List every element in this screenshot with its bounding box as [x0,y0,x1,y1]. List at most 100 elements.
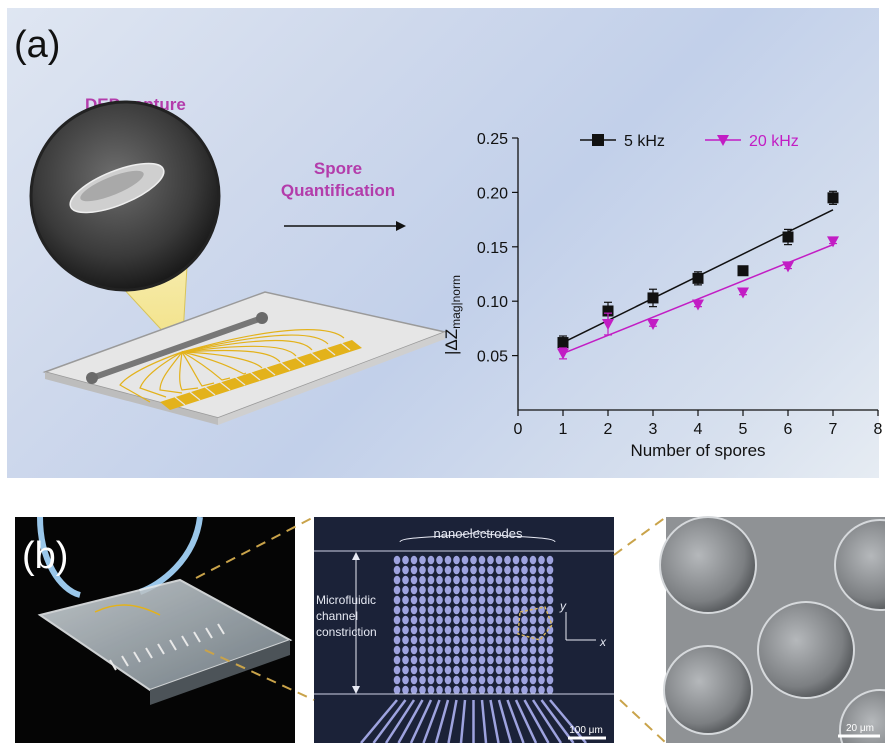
nanoelectrode-lead [506,699,525,743]
nanoelectrode-dot [512,665,520,675]
nanoelectrode-dot [419,555,426,565]
nanoelectrode-lead [397,699,424,743]
nanoelectrode-dot [512,675,520,685]
nanoelectrode-dot [529,605,537,615]
nanoelectrode-dot [402,625,409,635]
nanoelectrode-dot [470,655,477,665]
nanoelectrode-dot [495,575,503,585]
nanoelectrode-dot [495,625,503,635]
nanoelectrode-dot [427,625,435,635]
nanoelectrode-dot [478,675,486,685]
nanoelectrode-lead [422,699,441,743]
nanoelectrode-dot [529,645,537,655]
x-tick-label: 0 [514,421,523,438]
data-point-square [602,305,614,317]
nanoelectrode-dot [487,685,494,695]
channel-label-line3: constriction [316,625,377,639]
nanoelectrode-lead [447,699,458,743]
nanoelectrode-dot [512,555,520,565]
nanoelectrode-dot [436,555,443,565]
nanoelectrode-dot [410,605,418,615]
nanoelectrode-dot [393,615,401,625]
legend-marker-triangle [717,135,729,146]
nanoelectrode-dot [461,615,469,625]
y-tick-label: 0.05 [477,349,508,366]
nanoelectrode-dot [453,635,460,645]
nanoelectrode-dot [402,655,409,665]
nanoelectrode-dot [487,595,494,605]
nanoelectrode-dot [427,665,435,675]
nanoelectrode-lead [514,699,538,743]
nanoelectrode-dot [427,645,435,655]
nanoelectrode-dot [529,685,537,695]
nanoelectrode-dot [444,575,452,585]
nanoelectrode-dot [444,555,452,565]
quant-label-line1: Spore [313,159,363,178]
nanoelectrode-dot [495,665,503,675]
chart-legend: 5 kHz 20 kHz [580,133,799,150]
nanoelectrode-lead [459,699,467,743]
nanoelectrode-dot [461,585,469,595]
nanoelectrode-dot [419,565,426,575]
nanoelectrode-dot [495,595,503,605]
nanoelectrode-dot [478,595,486,605]
nanoelectrode-dot [538,625,545,635]
legend-marker-square [592,134,604,146]
nanoelectrode-dot [521,615,528,625]
ylabel-main: |ΔZ [442,329,461,355]
nanoelectrode-dot [512,625,520,635]
nanoelectrode-dot [546,665,554,675]
nanoelectrode-dot [410,565,418,575]
nanoelectrode-dot [546,685,554,695]
nanoelectrode-dot [546,595,554,605]
nanoelectrode-dot [436,645,443,655]
nanoelectrode-dot [427,565,435,575]
nanoelectrode-dot [521,655,528,665]
nanoelectrode-dot [393,655,401,665]
nanoelectrode-dot [393,575,401,585]
nanoelectrode-dot [393,635,401,645]
nanoelectrode-dot [538,665,545,675]
nanoelectrode-dot [393,625,401,635]
nanoelectrode-dot [538,675,545,685]
nanoelectrode-dot [529,565,537,575]
nanoelectrode-dot [478,575,486,585]
y-tick-label: 0.15 [477,240,508,257]
nanoelectrode-dot [487,565,494,575]
nanoelectrode-dot [419,675,426,685]
nanoelectrode-dot [512,635,520,645]
data-point-square [647,292,659,304]
x-tick-label: 4 [694,421,703,438]
nanoelectrode-dot [461,645,469,655]
nanoelectrode-dot [529,635,537,645]
nanoelectrode-dot [410,635,418,645]
nanoelectrode-dot [453,645,460,655]
nanoelectrode-dot [504,565,511,575]
nanoelectrode-dot [529,575,537,585]
nanoelectrode-lead [360,699,398,743]
nanoelectrode-lead [540,699,575,743]
nanoelectrode-dot [402,565,409,575]
nanoelectrode-dot [427,675,435,685]
nanoelectrode-dot [427,615,435,625]
nanoelectrode-dot [546,635,554,645]
zoom-guide-lines [195,516,667,743]
nanoelectrode-dot [453,655,460,665]
nanoelectrode-dot [410,575,418,585]
nanoelectrode-dot [546,625,554,635]
ylabel-sub: mag [449,305,463,328]
nanoelectrode-dot [444,605,452,615]
ylabel-end: |norm [449,275,463,305]
nanoelectrode-dot [546,615,554,625]
nanoelectrode-dot [470,685,477,695]
nanoelectrode-dot [444,615,452,625]
nanoelectrode-dot [427,635,435,645]
nanoelectrode-dot [444,665,452,675]
nanoelectrode-dot [410,615,418,625]
data-point-triangle [647,319,659,331]
nanoelectrode-dot [453,665,460,675]
nanoelectrode-dot [402,575,409,585]
nanoelectrode-dot [470,665,477,675]
nanoelectrode-dot [436,605,443,615]
nanoelectrode-dot [487,555,494,565]
